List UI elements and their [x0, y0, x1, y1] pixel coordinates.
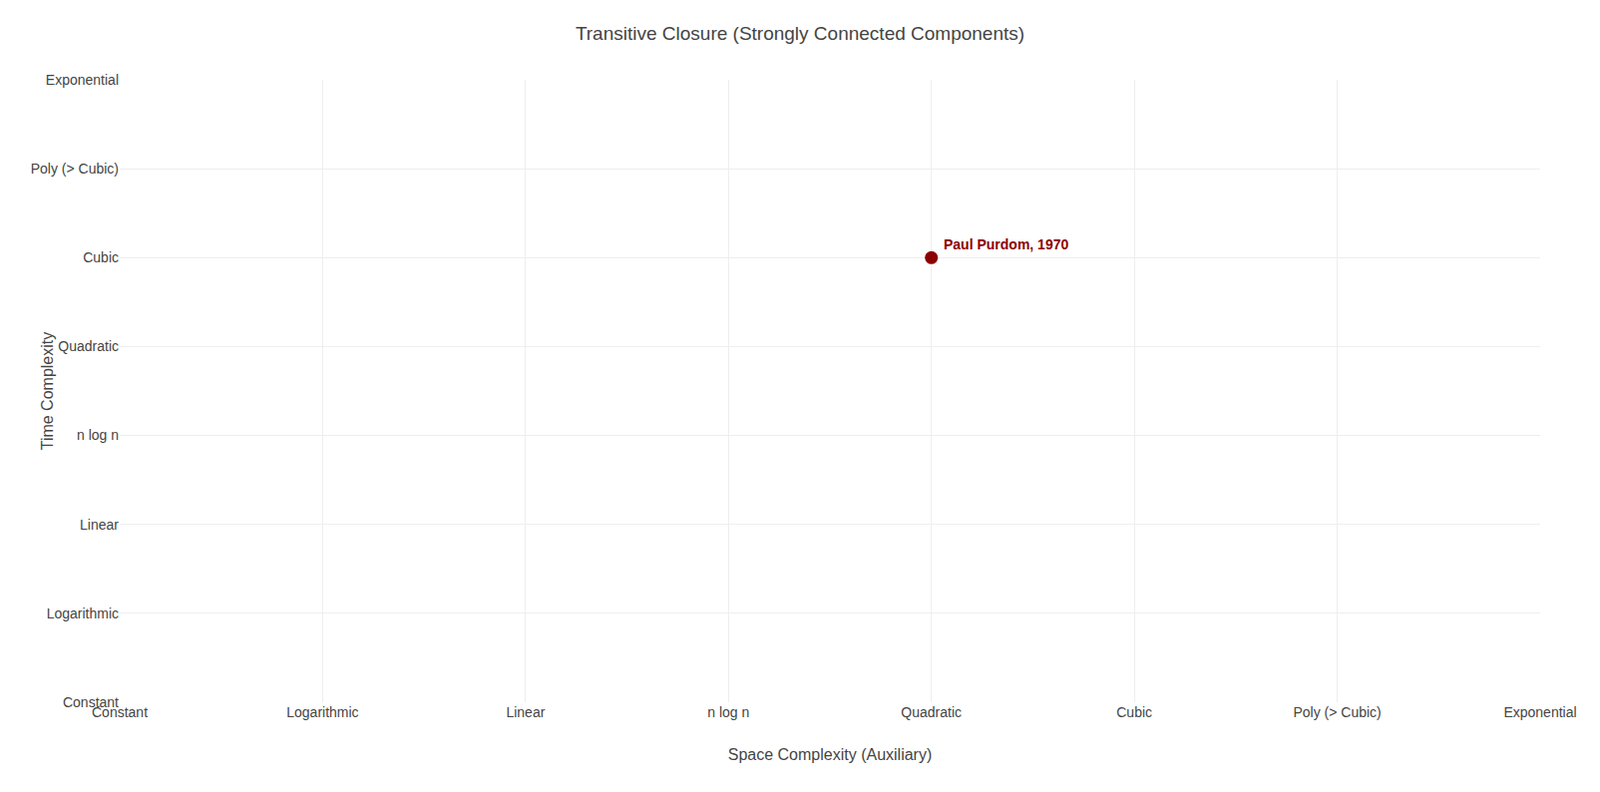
- svg-text:Time Complexity: Time Complexity: [38, 332, 56, 451]
- svg-text:Quadratic: Quadratic: [57, 338, 119, 355]
- svg-text:Linear: Linear: [79, 516, 119, 533]
- svg-text:Poly (> Cubic): Poly (> Cubic): [30, 160, 119, 177]
- svg-text:Logarithmic: Logarithmic: [286, 704, 359, 721]
- svg-text:Poly (> Cubic): Poly (> Cubic): [1292, 704, 1381, 721]
- svg-text:Cubic: Cubic: [1116, 704, 1153, 721]
- svg-text:Logarithmic: Logarithmic: [46, 605, 119, 622]
- svg-text:Cubic: Cubic: [82, 249, 119, 266]
- svg-text:Constant: Constant: [91, 704, 148, 721]
- svg-text:Quadratic: Quadratic: [900, 704, 962, 721]
- svg-text:Transitive Closure (Strongly C: Transitive Closure (Strongly Connected C…: [575, 22, 1025, 44]
- svg-text:n log n: n log n: [76, 426, 119, 443]
- svg-text:n log n: n log n: [707, 704, 750, 721]
- svg-text:Linear: Linear: [505, 704, 545, 721]
- svg-text:Space Complexity (Auxiliary): Space Complexity (Auxiliary): [728, 746, 933, 764]
- svg-text:Constant: Constant: [62, 694, 119, 711]
- svg-text:Exponential: Exponential: [1503, 704, 1577, 721]
- svg-text:Exponential: Exponential: [45, 71, 119, 88]
- svg-text:Paul Purdom, 1970: Paul Purdom, 1970: [943, 236, 1069, 253]
